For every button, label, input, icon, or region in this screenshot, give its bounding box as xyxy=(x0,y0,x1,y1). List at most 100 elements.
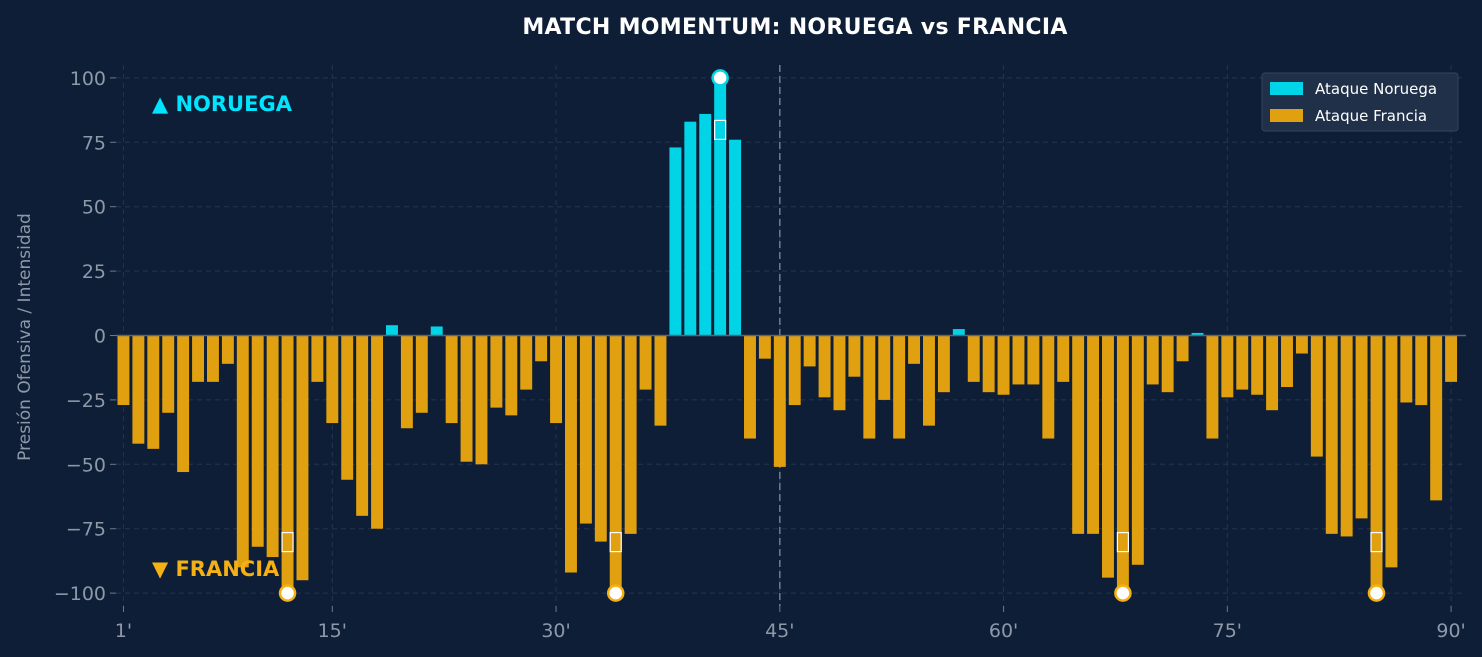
bar-france xyxy=(266,335,279,558)
bar-france xyxy=(997,335,1010,395)
bar-france xyxy=(818,335,831,398)
bar-france xyxy=(1430,335,1443,501)
bar-france xyxy=(1176,335,1189,362)
bar-france xyxy=(609,335,622,594)
bar-france xyxy=(311,335,324,382)
chart-title: MATCH MOMENTUM: NORUEGA vs FRANCIA xyxy=(522,15,1067,40)
bar-france xyxy=(833,335,846,411)
bar-france xyxy=(579,335,592,524)
bar-france xyxy=(594,335,607,542)
bar-france xyxy=(296,335,309,581)
legend-swatch-france xyxy=(1270,109,1303,122)
bar-france xyxy=(654,335,667,426)
bar-france xyxy=(863,335,876,439)
bar-france xyxy=(1116,335,1129,594)
bar-france xyxy=(341,335,354,480)
bar-france xyxy=(550,335,563,424)
y-tick-label: 100 xyxy=(70,68,106,90)
bar-france xyxy=(132,335,145,444)
bar-france xyxy=(1310,335,1323,457)
bar-norway xyxy=(952,329,965,336)
soccer-ball-icon xyxy=(1370,531,1383,553)
bar-norway xyxy=(699,113,712,336)
bar-france xyxy=(1266,335,1279,411)
bar-france xyxy=(982,335,995,393)
bar-france xyxy=(490,335,503,408)
soccer-ball-icon xyxy=(1116,531,1130,553)
y-tick-labels: 100 75 50 25 0 −25 −50 −75 −100 xyxy=(54,68,116,605)
y-tick-label: 25 xyxy=(82,261,106,283)
y-tick-label: −100 xyxy=(54,583,106,605)
bar-france xyxy=(162,335,175,413)
bar-norway xyxy=(684,121,697,336)
goal-marker xyxy=(606,584,625,602)
bar-france xyxy=(1325,335,1338,534)
bar-france xyxy=(475,335,488,465)
y-axis-label: Presión Ofensiva / Intensidad xyxy=(15,213,35,461)
bar-france xyxy=(520,335,533,390)
bar-france xyxy=(221,335,234,364)
legend-label-france: Ataque Francia xyxy=(1315,107,1427,125)
x-tick-label: 30' xyxy=(541,620,570,642)
bar-france xyxy=(1295,335,1308,354)
legend-swatch-norway xyxy=(1270,82,1303,95)
bar-france xyxy=(1087,335,1100,534)
bar-norway xyxy=(729,139,742,336)
y-tick-label: −25 xyxy=(66,390,106,412)
bar-france xyxy=(1042,335,1055,439)
goal-marker xyxy=(711,69,729,87)
bar-france xyxy=(1161,335,1174,393)
bar-france xyxy=(1012,335,1025,385)
bar-france xyxy=(937,335,950,393)
bar-france xyxy=(1340,335,1353,537)
momentum-bars xyxy=(116,77,1466,594)
x-tick-label: 60' xyxy=(989,620,1018,642)
bar-norway xyxy=(1191,332,1204,336)
bar-france xyxy=(1251,335,1264,395)
bar-france xyxy=(535,335,548,362)
bar-france xyxy=(1206,335,1219,439)
bar-france xyxy=(1355,335,1368,519)
bar-france xyxy=(624,335,637,534)
bar-france xyxy=(1072,335,1085,534)
bar-france xyxy=(206,335,219,382)
bar-france xyxy=(1027,335,1040,385)
bar-france xyxy=(1146,335,1159,385)
bar-france xyxy=(758,335,771,359)
bar-france xyxy=(371,335,384,529)
bar-france xyxy=(967,335,980,382)
bar-france xyxy=(565,335,577,573)
x-tick-label: 1' xyxy=(115,620,132,642)
x-tick-label: 45' xyxy=(765,620,794,642)
goal-marker xyxy=(1114,584,1132,602)
bar-norway xyxy=(669,147,682,336)
x-tick-label: 90' xyxy=(1436,620,1465,642)
bar-france xyxy=(923,335,935,426)
goal-markers xyxy=(278,69,1386,602)
y-tick-label: 75 xyxy=(82,132,106,154)
bar-france xyxy=(1102,335,1114,578)
bar-france xyxy=(1370,335,1383,594)
y-tick-label: −50 xyxy=(66,454,106,476)
y-tick-label: 50 xyxy=(82,197,106,219)
bar-france xyxy=(744,335,756,439)
bar-norway xyxy=(430,326,443,336)
team-label-france: ▼ FRANCIA xyxy=(152,557,280,581)
x-tick-labels: 1' 15' 30' 45' 60' 75' 90' xyxy=(115,606,1466,642)
goal-marker xyxy=(1367,584,1386,602)
bar-france xyxy=(1057,335,1070,382)
bar-france xyxy=(356,335,369,516)
bar-france xyxy=(147,335,160,449)
goal-marker xyxy=(278,584,297,602)
bar-france xyxy=(415,335,428,413)
bar-france xyxy=(1415,335,1428,406)
bar-france xyxy=(460,335,473,462)
bar-france xyxy=(1221,335,1234,398)
bar-france xyxy=(1236,335,1249,390)
x-tick-label: 75' xyxy=(1213,620,1242,642)
bar-france xyxy=(445,335,458,424)
bar-france xyxy=(117,335,130,406)
bar-france xyxy=(788,335,801,406)
soccer-ball-icon xyxy=(281,531,294,553)
